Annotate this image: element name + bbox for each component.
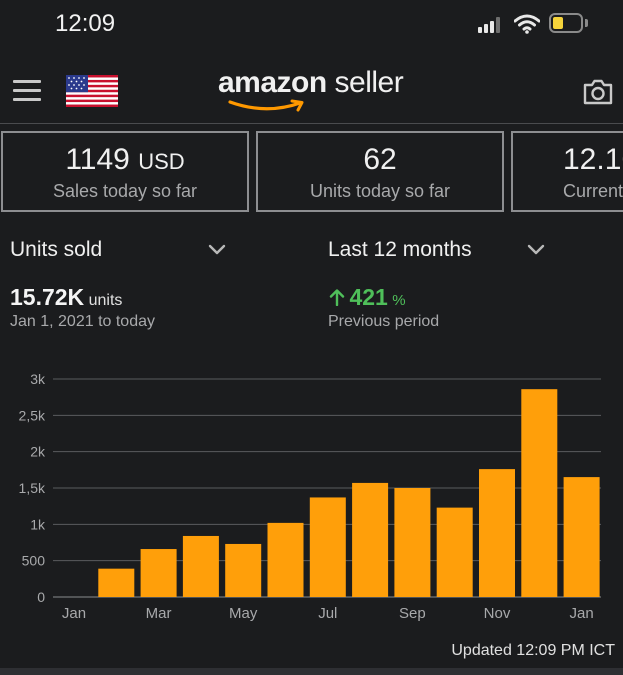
- metric-label: Units today so far: [309, 181, 451, 201]
- metric-value: 62: [363, 143, 397, 176]
- units-bar-chart: 0 500 1k 1,5k 2k 2,5k 3k Jan Mar May Jul Sep Nov Jan: [19, 371, 601, 622]
- change-unit: %: [392, 292, 406, 309]
- bottom-strip: [0, 668, 623, 675]
- y-tick-label: 1,5k: [19, 480, 46, 496]
- bar[interactable]: [352, 482, 389, 597]
- bar[interactable]: [521, 389, 558, 597]
- x-tick-label: Jan: [570, 605, 594, 622]
- x-tick-label: Mar: [146, 605, 172, 622]
- bar[interactable]: [479, 469, 515, 597]
- period-change: 421 %: [329, 284, 406, 311]
- metric-label: Sales today so far: [52, 181, 198, 201]
- status-time: 12:09: [55, 10, 116, 37]
- date-range: Jan 1, 2021 to today: [10, 313, 155, 330]
- metric-card-current[interactable]: 12.16 Current: [511, 131, 623, 212]
- bar[interactable]: [98, 568, 135, 597]
- x-tick-label: Jan: [62, 605, 86, 622]
- bar[interactable]: [267, 522, 304, 597]
- camera-icon[interactable]: [582, 78, 614, 106]
- bar[interactable]: [436, 507, 473, 597]
- change-value: 421: [349, 284, 388, 310]
- updated-timestamp: Updated 12:09 PM ICT: [451, 642, 615, 659]
- y-tick-label: 2,5k: [19, 407, 46, 423]
- x-tick-label: Sep: [399, 605, 426, 622]
- metric-card-sales[interactable]: 1149 USD Sales today so far: [1, 131, 249, 212]
- y-tick-label: 0: [37, 589, 45, 605]
- x-tick-label: May: [229, 605, 258, 622]
- status-bar: 12:09: [0, 0, 623, 50]
- x-tick-label: Nov: [484, 605, 511, 622]
- chevron-down-icon[interactable]: [208, 244, 226, 256]
- menu-icon[interactable]: [13, 80, 41, 101]
- metric-selector-label: Units sold: [10, 238, 103, 261]
- total-unit: units: [88, 292, 123, 309]
- amazon-smile-icon: [228, 99, 304, 112]
- total-value: 15.72K: [10, 284, 85, 310]
- battery-cap: [585, 19, 588, 27]
- logo-product: seller: [334, 66, 404, 99]
- total-units: 15.72K units: [10, 284, 122, 311]
- amazon-seller-logo: amazon seller: [218, 66, 418, 116]
- period-selector-label: Last 12 months: [328, 238, 472, 261]
- chevron-down-icon[interactable]: [527, 244, 545, 256]
- header-divider: [0, 123, 623, 124]
- y-tick-label: 2k: [30, 444, 46, 460]
- bar[interactable]: [394, 488, 431, 597]
- x-tick-label: Jul: [318, 605, 337, 622]
- logo-brand: amazon: [218, 66, 327, 99]
- bar[interactable]: [182, 535, 219, 597]
- wifi-icon: [514, 14, 540, 34]
- bar[interactable]: [140, 549, 177, 597]
- metric-value: 12.16: [563, 143, 623, 176]
- previous-period-label: Previous period: [328, 313, 440, 330]
- us-flag-icon[interactable]: [66, 75, 118, 107]
- bar[interactable]: [309, 497, 346, 597]
- app-bar: amazon seller: [0, 58, 623, 122]
- bar[interactable]: [225, 543, 262, 597]
- metric-label: Current: [563, 181, 623, 201]
- cellular-signal-icon: [478, 17, 500, 33]
- metric-selector[interactable]: Units sold: [10, 238, 102, 262]
- metric-card-units[interactable]: 62 Units today so far: [256, 131, 504, 212]
- period-selector[interactable]: Last 12 months: [328, 238, 472, 262]
- bar[interactable]: [563, 477, 600, 597]
- y-tick-label: 1k: [30, 516, 46, 532]
- battery-icon: [549, 13, 583, 33]
- y-tick-label: 3k: [30, 371, 46, 387]
- arrow-up-icon: [329, 289, 345, 307]
- metric-unit: USD: [138, 149, 185, 174]
- metric-value: 1149: [65, 143, 130, 176]
- y-tick-label: 500: [22, 553, 46, 569]
